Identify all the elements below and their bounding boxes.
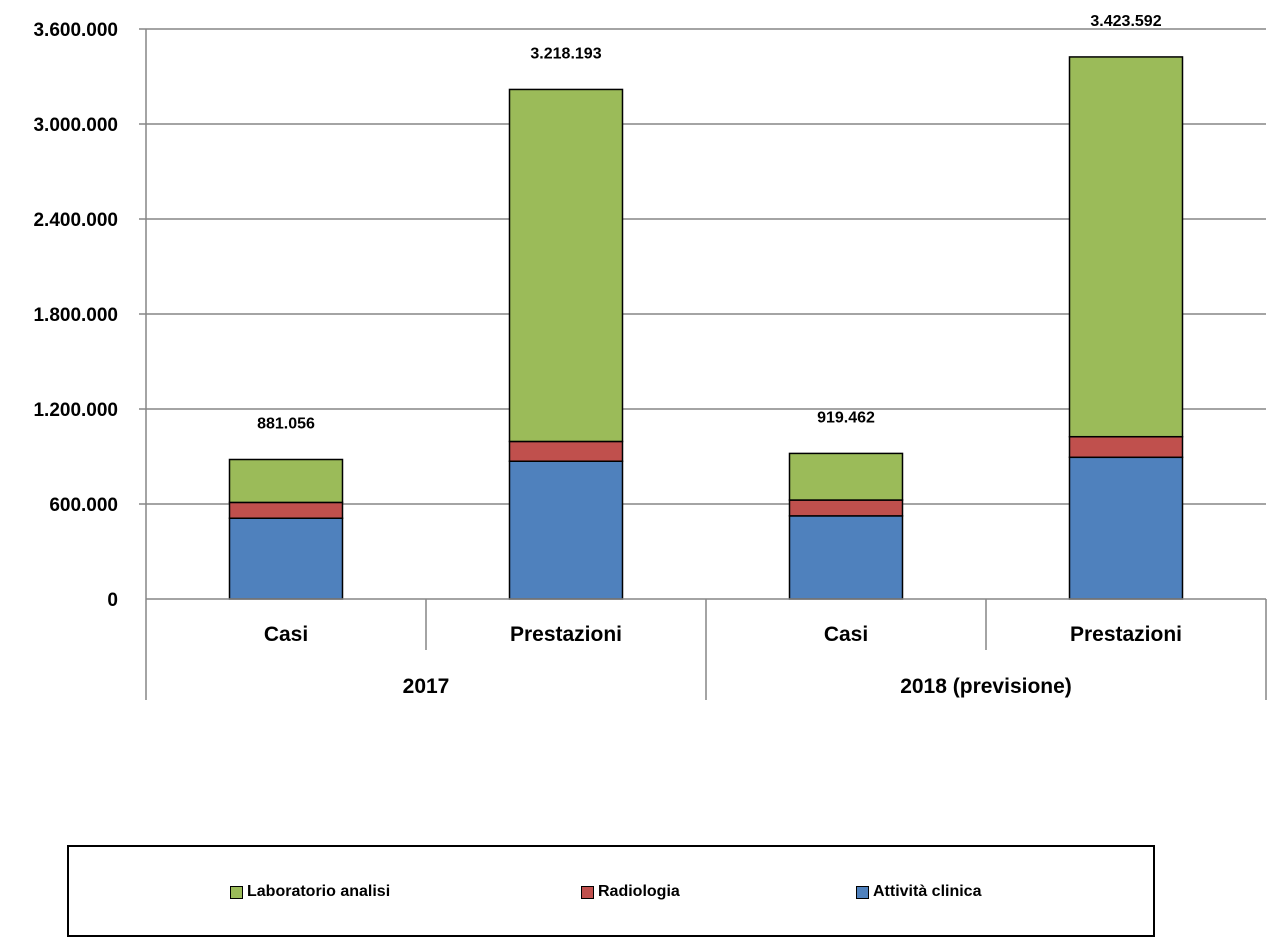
y-tick-label: 1.200.000: [33, 400, 118, 421]
legend-swatch-laboratorio: [230, 885, 243, 899]
legend-item-radiologia: Radiologia: [581, 883, 680, 901]
total-data-label: 3.423.592: [1090, 13, 1161, 30]
legend-label-laboratorio: Laboratorio analisi: [247, 883, 391, 900]
y-tick-label: 2.400.000: [33, 210, 118, 231]
bar-segment: [228, 458, 344, 504]
bar-segment: [788, 452, 904, 501]
bar-segment: [1068, 435, 1184, 459]
y-tick-label: 3.600.000: [33, 20, 118, 41]
x-category-label: Casi: [264, 623, 308, 646]
legend-item-laboratorio: Laboratorio analisi: [230, 883, 390, 901]
legend-item-attivita: Attività clinica: [856, 883, 981, 901]
y-tick-label: 1.800.000: [33, 305, 118, 326]
x-category-label: Casi: [824, 623, 868, 646]
bar-segment: [788, 499, 904, 517]
bar-segment: [508, 440, 624, 463]
total-data-label: 3.218.193: [530, 45, 601, 62]
bar-segment: [788, 515, 904, 600]
legend: Laboratorio analisi Radiologia Attività …: [67, 845, 1155, 937]
y-tick-label: 0: [107, 590, 118, 611]
y-axis-ticks: 0 600.000 1.200.000 1.800.000 2.400.000 3.000…: [33, 20, 118, 611]
bars: [228, 56, 1184, 600]
bar-segment: [228, 517, 344, 600]
x-axis: Casi Prestazioni Casi Prestazioni 2017 2018 (…: [145, 29, 1267, 700]
bar-segment: [1068, 456, 1184, 600]
data-labels: 881.056 3.218.193 919.462 3.423.592: [257, 13, 1162, 433]
bar-segment: [508, 460, 624, 600]
legend-swatch-attivita: [856, 885, 869, 899]
x-category-label: Prestazioni: [510, 623, 622, 646]
bar-segment: [508, 88, 624, 443]
bar-segment: [228, 501, 344, 519]
legend-label-attivita: Attività clinica: [873, 883, 982, 900]
total-data-label: 919.462: [817, 409, 875, 426]
legend-label-radiologia: Radiologia: [598, 883, 680, 900]
x-group-label: 2018 (previsione): [900, 675, 1072, 698]
y-tick-label: 3.000.000: [33, 115, 118, 136]
legend-swatch-radiologia: [581, 885, 594, 899]
y-tick-label: 600.000: [49, 495, 118, 516]
total-data-label: 881.056: [257, 415, 315, 432]
bar-segment: [1068, 56, 1184, 438]
x-category-label: Prestazioni: [1070, 623, 1182, 646]
x-group-label: 2017: [403, 675, 450, 698]
